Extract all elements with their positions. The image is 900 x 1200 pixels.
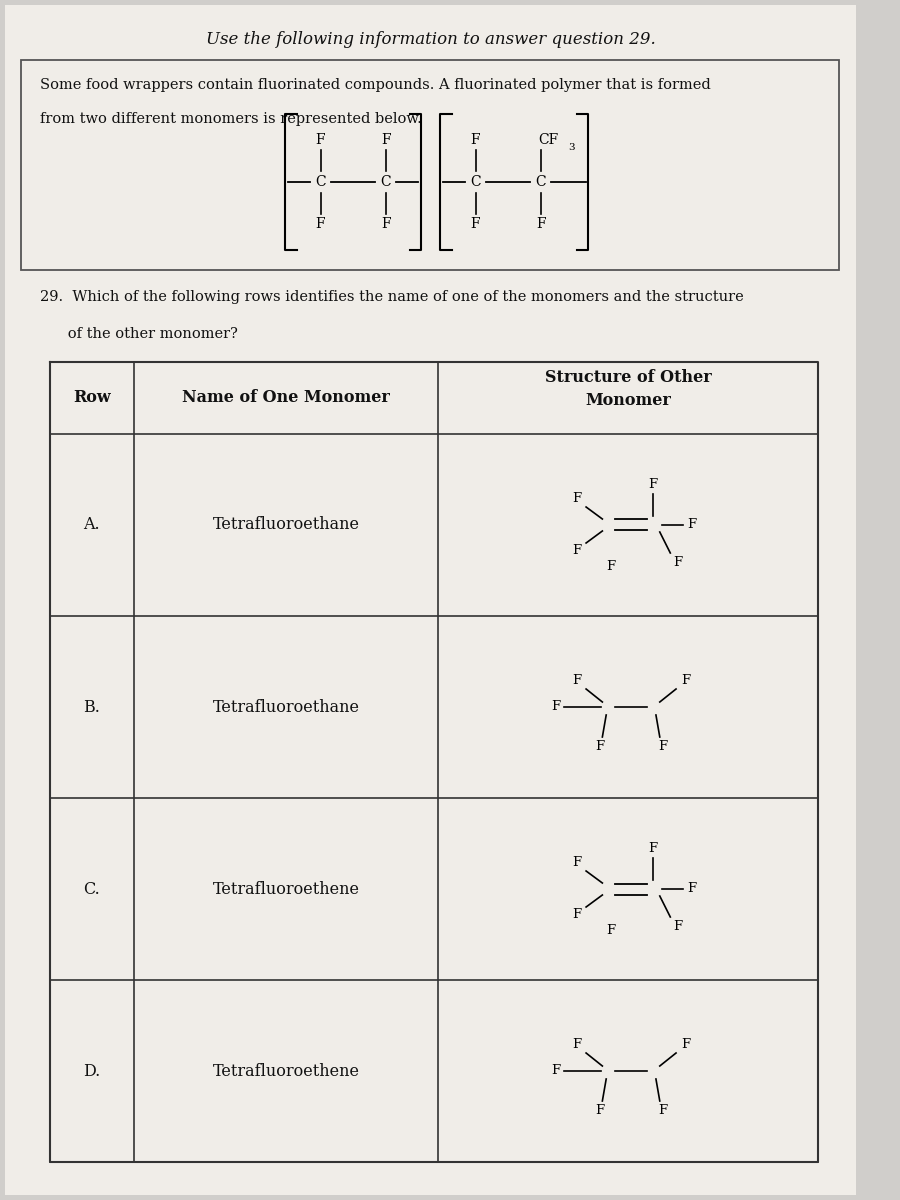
Text: F: F — [572, 908, 581, 922]
Text: F: F — [595, 740, 604, 754]
Text: D.: D. — [83, 1062, 101, 1080]
Text: Tetrafluoroethane: Tetrafluoroethane — [212, 516, 360, 534]
Text: F: F — [687, 518, 696, 532]
Text: F: F — [687, 882, 696, 895]
Text: 3: 3 — [569, 144, 575, 152]
Text: Tetrafluoroethene: Tetrafluoroethene — [212, 1062, 360, 1080]
Text: Name of One Monomer: Name of One Monomer — [182, 390, 390, 407]
Text: F: F — [381, 133, 391, 146]
Text: CF: CF — [539, 133, 559, 146]
Text: F: F — [607, 924, 616, 937]
Text: A.: A. — [84, 516, 100, 534]
Text: C.: C. — [84, 881, 100, 898]
Text: of the other monomer?: of the other monomer? — [40, 326, 239, 341]
Text: F: F — [658, 1104, 667, 1117]
Text: F: F — [551, 701, 560, 714]
Text: F: F — [381, 217, 391, 230]
Text: F: F — [649, 479, 658, 492]
Text: 29.  Which of the following rows identifies the name of one of the monomers and : 29. Which of the following rows identifi… — [40, 290, 744, 304]
Text: F: F — [681, 1038, 690, 1051]
Text: F: F — [595, 1104, 604, 1117]
Text: F: F — [316, 133, 326, 146]
Text: C: C — [536, 175, 546, 188]
Text: Row: Row — [73, 390, 111, 407]
Text: C: C — [381, 175, 391, 188]
Text: F: F — [572, 492, 581, 505]
Text: F: F — [673, 920, 682, 934]
Text: F: F — [471, 217, 481, 230]
FancyBboxPatch shape — [4, 5, 857, 1195]
Text: F: F — [673, 557, 682, 570]
Text: Some food wrappers contain fluorinated compounds. A fluorinated polymer that is : Some food wrappers contain fluorinated c… — [40, 78, 711, 92]
Text: Structure of Other
Monomer: Structure of Other Monomer — [544, 370, 712, 408]
Text: C: C — [471, 175, 481, 188]
Text: Tetrafluoroethene: Tetrafluoroethene — [212, 881, 360, 898]
Text: C: C — [315, 175, 326, 188]
Text: F: F — [649, 842, 658, 856]
Text: F: F — [471, 133, 481, 146]
Text: B.: B. — [84, 698, 100, 715]
Text: F: F — [316, 217, 326, 230]
Text: F: F — [572, 1038, 581, 1051]
Text: Tetrafluoroethane: Tetrafluoroethane — [212, 698, 360, 715]
Text: F: F — [681, 674, 690, 688]
Text: F: F — [607, 560, 616, 574]
Text: F: F — [572, 857, 581, 870]
Text: F: F — [572, 545, 581, 558]
Text: F: F — [536, 217, 545, 230]
Text: from two different monomers is represented below.: from two different monomers is represent… — [40, 112, 422, 126]
Text: F: F — [572, 674, 581, 688]
Text: F: F — [658, 740, 667, 754]
Text: F: F — [551, 1064, 560, 1078]
FancyBboxPatch shape — [21, 60, 839, 270]
Text: Use the following information to answer question 29.: Use the following information to answer … — [206, 31, 655, 48]
